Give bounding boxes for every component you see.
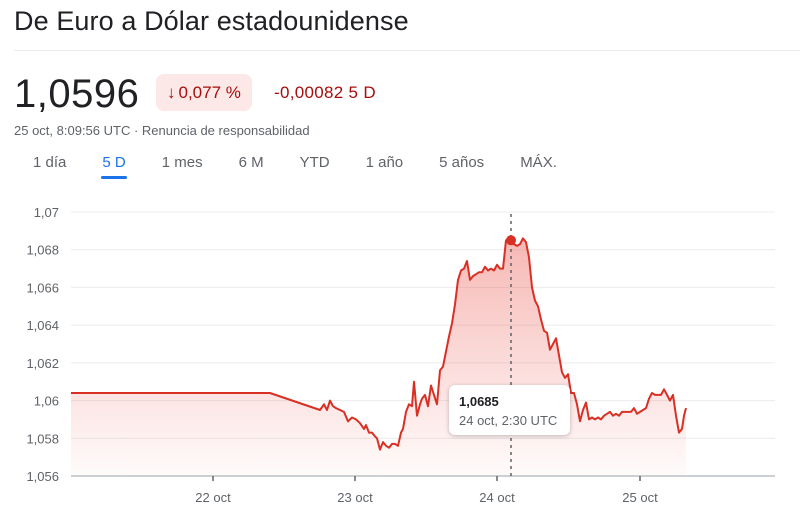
page-title: De Euro a Dólar estadounidense [14, 6, 409, 36]
x-tick-label: 24 oct [479, 490, 515, 505]
tooltip-value: 1,0685 [459, 394, 499, 409]
tab-max[interactable]: MÁX. [520, 154, 557, 171]
tooltip-time: 24 oct, 2:30 UTC [459, 413, 558, 428]
header-divider [14, 50, 800, 51]
y-tick-label: 1,058 [26, 431, 59, 446]
y-tick-label: 1,06 [34, 394, 59, 409]
meta-separator: · [130, 123, 142, 138]
y-tick-label: 1,066 [26, 280, 59, 295]
disclaimer-link[interactable]: Renuncia de responsabilidad [141, 123, 310, 138]
tab-5-anos[interactable]: 5 años [439, 154, 485, 171]
y-tick-label: 1,062 [26, 356, 59, 371]
tab-6-m[interactable]: 6 M [238, 154, 264, 171]
y-tick-label: 1,07 [34, 205, 59, 220]
tab-1-ano[interactable]: 1 año [365, 154, 404, 171]
tab-1-dia[interactable]: 1 día [33, 154, 67, 171]
quote-meta: 25 oct, 8:09:56 UTC · Renuncia de respon… [14, 123, 310, 138]
y-axis-labels: 1,07 1,068 1,066 1,064 1,062 1,06 1,058 1,056 [26, 205, 59, 484]
price-chart[interactable]: 1,07 1,068 1,066 1,064 1,062 1,06 1,058 1,056 2… [0, 190, 800, 520]
y-tick-label: 1,064 [26, 318, 59, 333]
chart-line [71, 237, 687, 451]
change-abs-value: -0,00082 [274, 83, 344, 102]
y-tick-label: 1,056 [26, 469, 59, 484]
x-tick-label: 22 oct [195, 490, 231, 505]
change-percent: 0,077 % [178, 82, 241, 102]
current-price: 1,0596 [14, 72, 140, 116]
tab-ytd[interactable]: YTD [299, 154, 330, 171]
change-percent-badge: ↓ 0,077 % [156, 74, 252, 111]
chart-tooltip: 1,0685 24 oct, 2:30 UTC [449, 385, 570, 435]
hover-point [506, 235, 516, 246]
x-tick-label: 23 oct [337, 490, 373, 505]
tab-5-d[interactable]: 5 D [101, 154, 128, 179]
change-absolute: -0,00082 5 D [274, 83, 376, 103]
arrow-down-icon: ↓ [167, 82, 176, 102]
x-axis-ticks: 22 oct 23 oct 24 oct 25 oct [195, 476, 658, 505]
y-tick-label: 1,068 [26, 243, 59, 258]
timestamp: 25 oct, 8:09:56 UTC [14, 123, 131, 138]
range-tabs: 1 día 5 D 1 mes 6 M YTD 1 año 5 años MÁX… [33, 154, 593, 179]
change-period: 5 D [348, 83, 376, 102]
tab-1-mes[interactable]: 1 mes [161, 154, 203, 171]
x-tick-label: 25 oct [622, 490, 658, 505]
